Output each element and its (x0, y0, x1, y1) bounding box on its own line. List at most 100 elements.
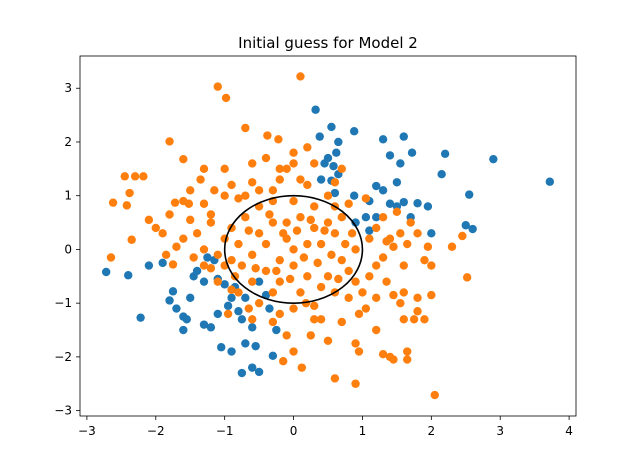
blue-point (237, 315, 247, 324)
blue-point (392, 178, 402, 187)
orange-point (223, 309, 233, 319)
orange-point (120, 172, 129, 181)
blue-point (227, 293, 236, 302)
blue-point (427, 229, 436, 238)
orange-point (297, 363, 307, 372)
orange-point (248, 315, 257, 324)
orange-point (334, 274, 343, 284)
blue-point (327, 122, 336, 132)
orange-point (248, 277, 257, 286)
orange-point (351, 245, 360, 254)
blue-point (334, 137, 343, 147)
orange-point (237, 261, 247, 270)
orange-point (282, 331, 291, 340)
orange-point (372, 325, 381, 335)
orange-point (399, 261, 408, 270)
orange-point (210, 186, 219, 195)
blue-point (136, 313, 145, 322)
orange-point (458, 231, 467, 241)
orange-point (179, 154, 188, 164)
y-tick-label: 0 (64, 242, 72, 256)
blue-point (330, 188, 340, 198)
orange-point (406, 218, 415, 227)
orange-point (279, 356, 288, 366)
orange-point (241, 191, 250, 200)
blue-point (385, 151, 395, 160)
orange-point (296, 288, 305, 297)
orange-point (179, 234, 188, 243)
blue-point (158, 258, 167, 268)
blue-point (199, 277, 209, 286)
x-tick-label: 4 (565, 424, 573, 438)
plot-frame (79, 55, 577, 417)
orange-point (351, 379, 360, 388)
blue-point (254, 277, 264, 286)
orange-point (320, 226, 329, 235)
blue-point (413, 199, 422, 208)
x-tick-label: −1 (216, 424, 234, 438)
blue-point (399, 132, 408, 141)
blue-point (440, 149, 450, 158)
orange-point (313, 258, 322, 268)
orange-point (389, 242, 398, 251)
orange-point (244, 304, 253, 313)
blue-point (272, 325, 281, 335)
orange-point (213, 250, 222, 260)
blue-point (316, 175, 326, 184)
orange-point (289, 245, 298, 254)
orange-point (409, 315, 419, 324)
y-tick-label: −1 (54, 296, 72, 310)
orange-point (296, 212, 305, 222)
orange-point (254, 186, 264, 195)
orange-point (323, 218, 333, 227)
orange-point (327, 250, 336, 260)
orange-point (248, 159, 257, 168)
orange-point (263, 131, 272, 140)
x-tick-label: 3 (496, 424, 504, 438)
orange-point (206, 218, 216, 227)
orange-point (413, 229, 422, 238)
blue-point (168, 287, 178, 296)
orange-point (358, 288, 367, 297)
orange-point (403, 239, 412, 249)
orange-point (161, 250, 171, 260)
orange-point (261, 266, 271, 276)
blue-point (399, 197, 408, 207)
orange-point (279, 229, 288, 238)
y-tick-label: 2 (64, 135, 72, 149)
x-tick-label: −3 (78, 424, 96, 438)
orange-point (106, 253, 116, 262)
orange-point (122, 201, 132, 210)
orange-point (330, 374, 340, 383)
orange-point (272, 266, 281, 276)
orange-point (285, 274, 295, 284)
orange-point (199, 164, 209, 174)
orange-point (396, 298, 405, 308)
orange-point (403, 355, 412, 364)
blue-point (220, 280, 229, 289)
orange-point (199, 245, 209, 254)
blue-point (361, 212, 371, 222)
orange-point (268, 218, 278, 227)
orange-point (372, 223, 381, 233)
blue-point (332, 148, 341, 157)
orange-point (316, 239, 326, 249)
orange-point (420, 315, 429, 324)
orange-point (241, 212, 250, 222)
blue-point (315, 132, 324, 141)
orange-point (248, 250, 257, 260)
orange-point (199, 261, 209, 270)
orange-point (289, 159, 298, 168)
orange-point (385, 234, 395, 243)
orange-point (392, 207, 402, 217)
orange-point (108, 198, 118, 207)
orange-point (274, 135, 283, 144)
orange-point (268, 317, 278, 327)
orange-point (365, 272, 374, 281)
orange-point (399, 315, 408, 324)
orange-point (413, 293, 422, 302)
blue-point (223, 301, 233, 311)
blue-point (101, 267, 111, 277)
blue-point (165, 296, 174, 305)
